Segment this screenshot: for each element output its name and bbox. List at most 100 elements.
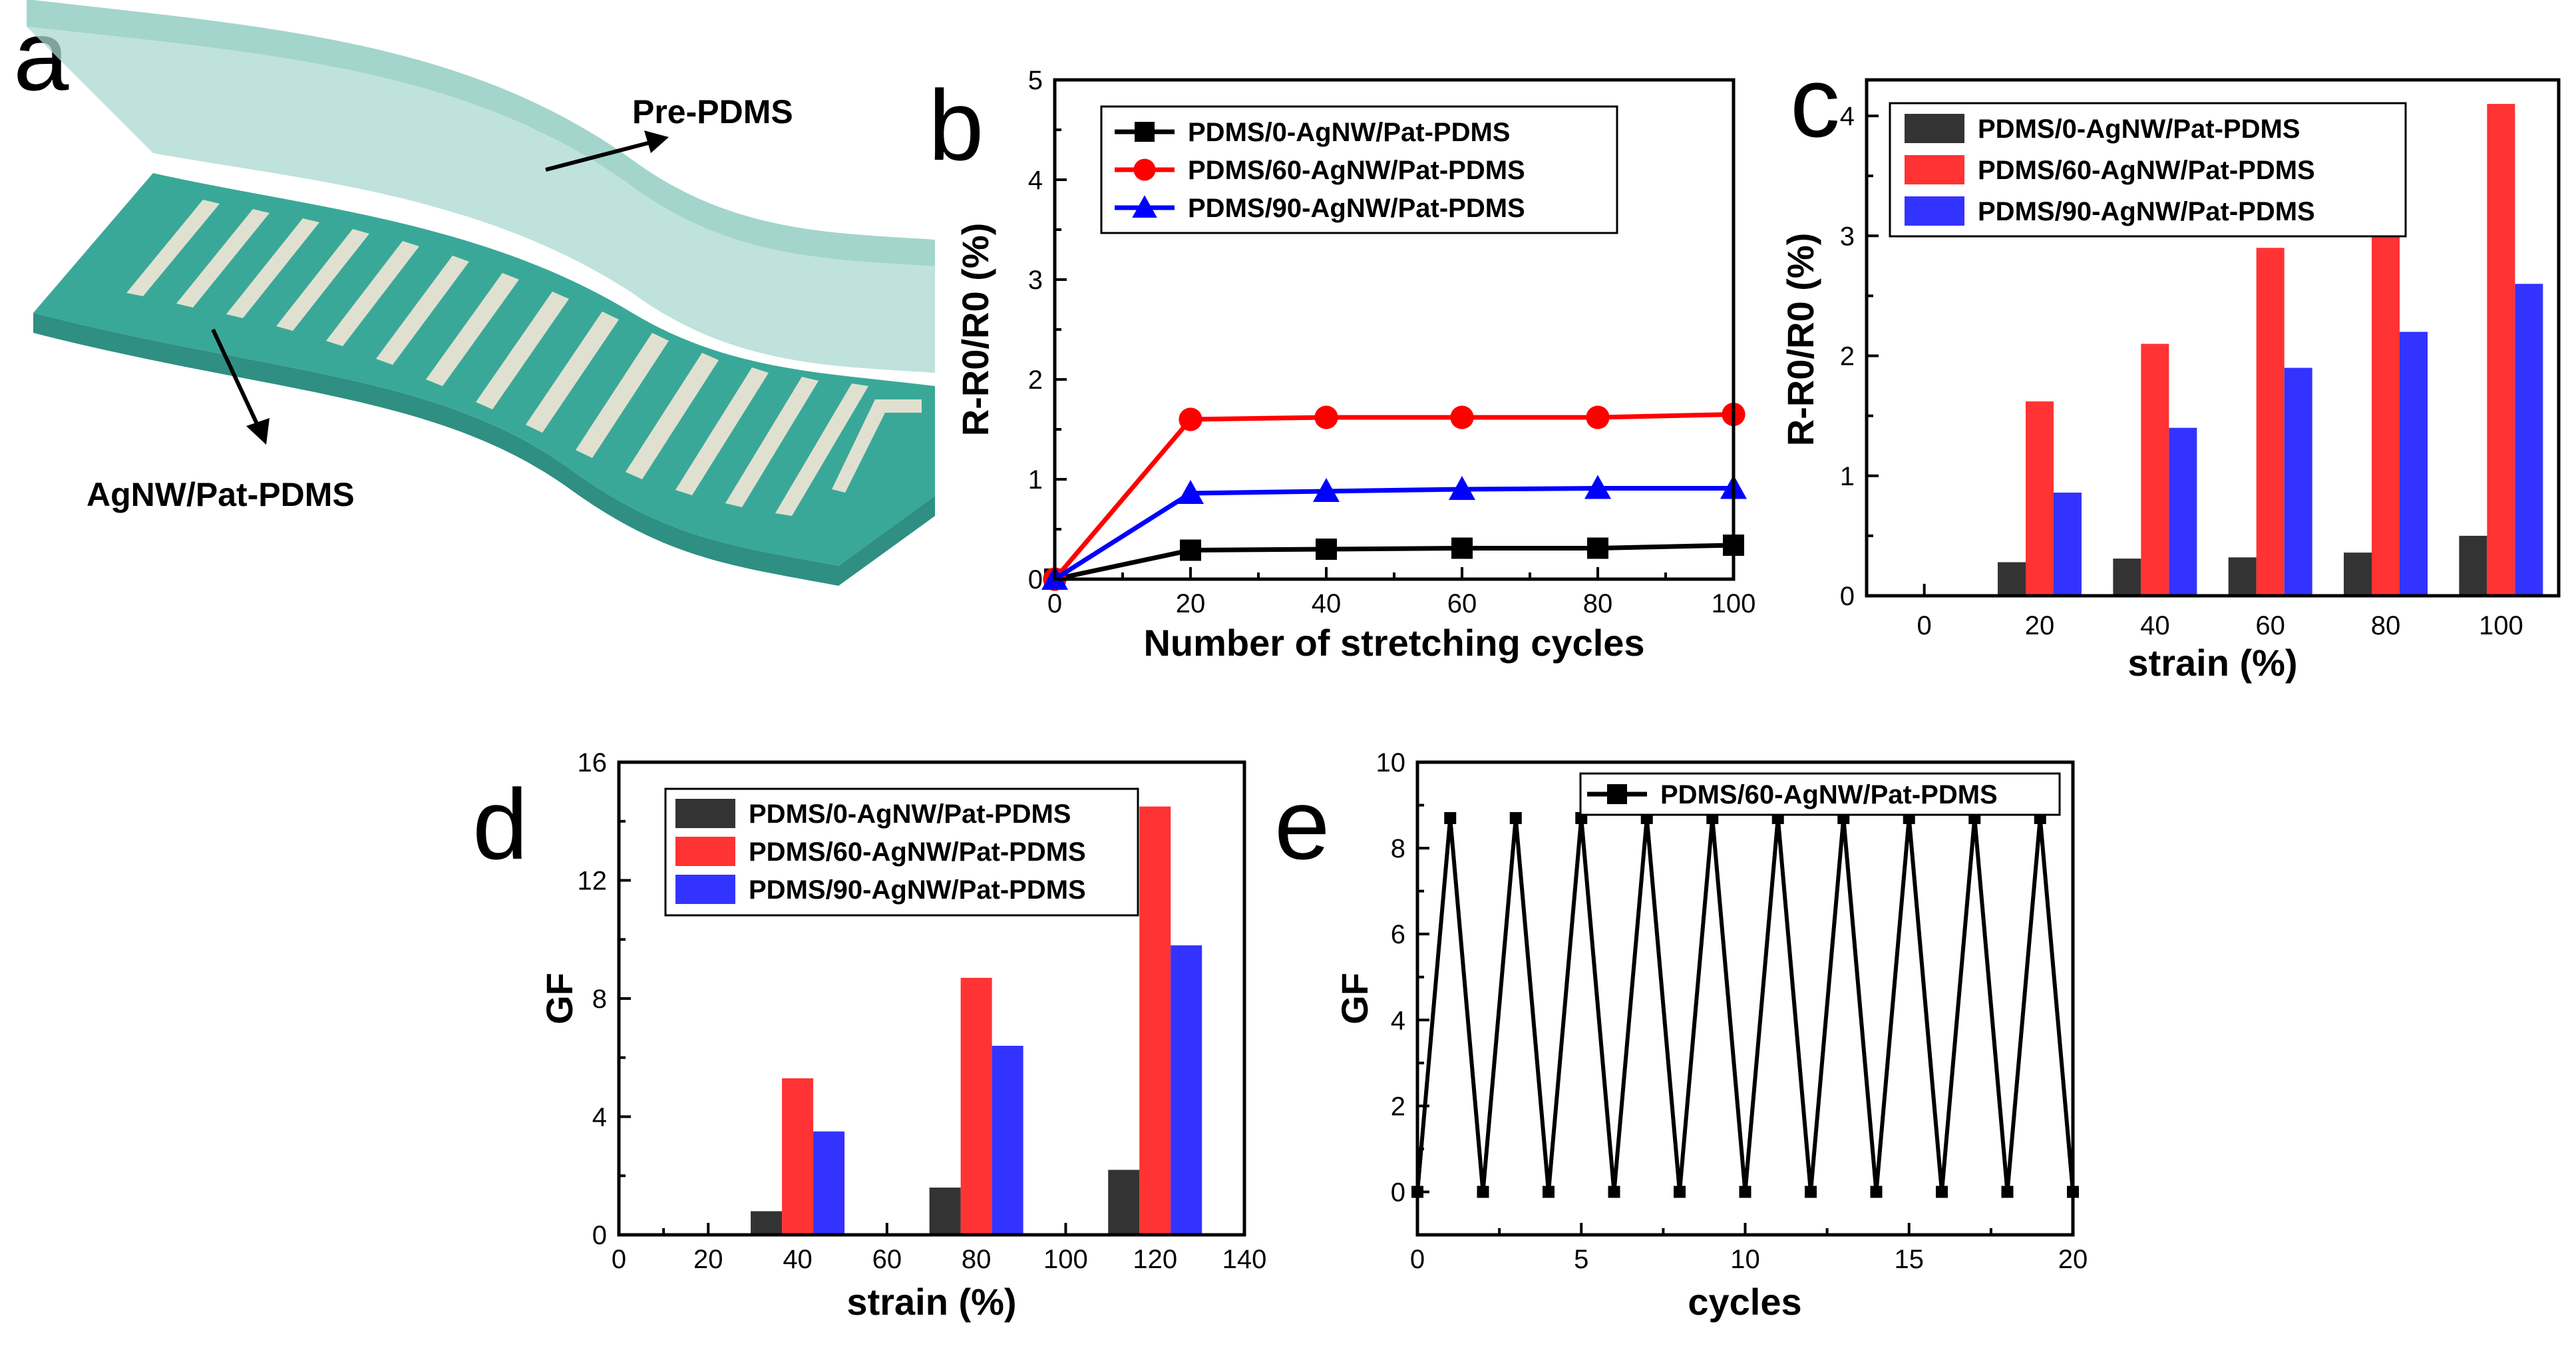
b-legend: PDMS/0-AgNW/Pat-PDMS PDMS/60-AgNW/Pat-PDM… [1100,105,1618,234]
panel-b: b 0 1 2 3 4 5 0 20 40 60 80 100 Number of stretchin… [928,66,1755,664]
b-legend-marker-2 [1132,195,1157,218]
c-y-tick-label-2: 2 [1840,342,1855,371]
e-point-0-2 [1477,1186,1489,1198]
d-x-tick-label-2: 40 [783,1245,813,1274]
b-x-axis-label: Number of stretching cycles [1143,622,1644,664]
d-y-tick-label-0: 0 [592,1221,607,1250]
c-legend-label-2: PDMS/90-AgNW/Pat-PDMS [1978,197,2315,226]
b-x-tick-label-2: 40 [1312,589,1342,618]
d-bar-0-2 [1108,1170,1140,1235]
electrode-stripes [126,200,922,516]
c-bar-2-2 [2169,427,2197,596]
b-point-2-2 [1313,478,1340,502]
c-legend-swatch-1 [1905,155,1964,184]
b-series-line-1 [1053,412,1734,581]
e-legend: PDMS/60-AgNW/Pat-PDMS [1579,772,2061,816]
c-y-tick-label-3: 3 [1840,222,1855,251]
panel-letter-e: e [1274,768,1330,880]
b-legend-box [1100,105,1618,234]
b-y-tick-label-2: 2 [1028,365,1043,395]
e-point-0-16 [1936,1186,1948,1198]
c-bar-1-2 [2141,343,2169,596]
e-y-tick-label-1: 2 [1391,1092,1405,1121]
d-bar-0-1 [929,1188,961,1235]
e-legend-box [1579,772,2061,816]
d-bar-1-1 [960,977,992,1235]
b-series [1041,402,1747,591]
e-x-tick-label-4: 20 [2058,1245,2088,1274]
c-legend-label-1: PDMS/60-AgNW/Pat-PDMS [1978,156,2315,185]
e-y-tick-label-3: 6 [1391,920,1405,949]
b-point-0-4 [1587,537,1608,559]
c-bar-2-1 [2054,493,2082,596]
c-x-tick-label-4: 80 [2371,611,2401,640]
e-y-tick-label-2: 4 [1391,1006,1405,1035]
e-series-line-0 [1415,817,2075,1192]
c-legend: PDMS/0-AgNW/Pat-PDMS PDMS/60-AgNW/Pat-PDM… [1889,102,2407,238]
b-point-1-1 [1179,407,1202,431]
c-bar-2-3 [2284,367,2312,596]
e-axis-frame [1415,760,2075,1237]
e-x-tick-label-3: 15 [1895,1245,1925,1274]
d-legend-swatch-2 [675,875,735,904]
e-legend-marker-0 [1607,784,1627,804]
pre-pdms-label: Pre-PDMS [632,93,793,130]
b-legend-label-1: PDMS/60-AgNW/Pat-PDMS [1188,156,1525,185]
b-series-line-0 [1054,543,1734,582]
b-y-tick-label-1: 1 [1028,465,1043,495]
c-bar-2-5 [2515,284,2543,596]
c-x-tick-label-5: 100 [2479,611,2523,640]
agnw-arrow [211,328,262,431]
e-y-tick-label-5: 10 [1376,748,1406,778]
b-point-1-4 [1586,405,1610,429]
d-y-tick-label-2: 8 [592,985,607,1014]
c-bar-1-4 [2372,212,2400,596]
d-axis-frame [617,760,1246,1237]
pre-pdms-arrow [545,139,656,172]
d-x-tick-label-7: 140 [1222,1245,1267,1274]
d-bar-0-0 [751,1211,783,1235]
c-bar-1-5 [2487,104,2515,596]
d-x-tick-label-0: 0 [612,1245,626,1274]
e-point-0-3 [1509,811,1522,824]
d-bar-2-1 [992,1046,1023,1235]
d-x-tick-label-6: 120 [1133,1245,1177,1274]
b-y-tick-label-3: 3 [1028,266,1043,295]
e-point-0-12 [1805,1186,1817,1198]
d-x-axis-label: strain (%) [846,1281,1016,1323]
e-y-axis-label: GF [1334,973,1376,1024]
e-tick-labels: 0 2 4 6 8 10 0 5 10 15 20 [1376,748,2088,1274]
d-bar-2-2 [1171,945,1202,1235]
e-point-0-4 [1543,1186,1555,1198]
c-y-tick-label-1: 1 [1840,462,1855,491]
b-x-tick-label-0: 0 [1047,589,1062,618]
e-x-tick-label-1: 5 [1574,1245,1588,1274]
b-legend-marker-1 [1133,158,1156,181]
e-point-0-1 [1444,811,1457,824]
bottom-layer [33,173,935,566]
b-point-1-3 [1450,405,1474,429]
agnw-pat-pdms-label: AgNW/Pat-PDMS [87,476,355,513]
panel-a: a Pre-PDMS [13,0,935,586]
b-point-2-1 [1177,480,1204,504]
panel-letter-d: d [472,768,528,880]
c-y-tick-label-4: 4 [1840,102,1855,131]
d-legend-swatch-1 [675,837,735,866]
d-y-axis-label: GF [538,973,580,1024]
d-x-tick-label-5: 100 [1043,1245,1088,1274]
c-x-tick-label-3: 60 [2255,611,2285,640]
c-axis-frame [1865,78,2561,598]
d-bar-1-0 [782,1078,814,1235]
c-bar-0-3 [2228,557,2257,596]
d-y-tick-label-3: 12 [578,867,608,896]
e-point-0-18 [2001,1186,2014,1198]
c-bar-1-1 [2026,401,2054,596]
b-y-tick-label-0: 0 [1028,565,1043,594]
c-x-tick-label-0: 0 [1917,611,1932,640]
b-point-0-2 [1316,539,1337,560]
b-legend-label-2: PDMS/90-AgNW/Pat-PDMS [1188,194,1525,223]
d-legend: PDMS/0-AgNW/Pat-PDMS PDMS/60-AgNW/Pat-PDM… [664,787,1139,917]
c-bar-0-4 [2344,553,2372,596]
d-tick-labels: 0 4 8 12 16 0 20 40 60 80 100 120 140 [578,748,1267,1274]
